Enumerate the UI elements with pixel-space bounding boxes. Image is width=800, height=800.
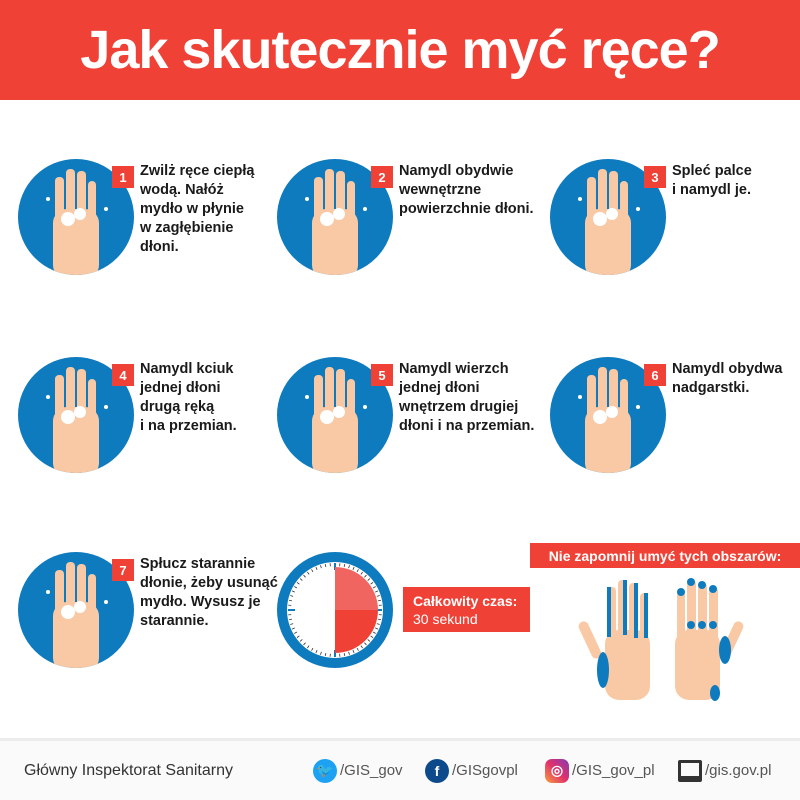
timer-tick (291, 627, 295, 630)
timer-tick (372, 586, 376, 589)
timer-tick (296, 582, 300, 585)
timer-tick (372, 631, 376, 634)
step-instruction: Namydl wierzch jednej dłoni wnętrzem dru… (399, 361, 535, 434)
timer-tick (364, 574, 367, 578)
timer-tick (291, 590, 295, 593)
step-number-badge: 2 (371, 166, 393, 188)
header-banner: Jak skutecznie myć ręce? (0, 0, 800, 100)
timer-tick (377, 618, 382, 621)
timer-tick (311, 647, 314, 651)
twitter-icon: 🐦 (313, 758, 337, 783)
facebook-link[interactable]: f/GISgovpl (425, 758, 518, 783)
timer-tick (370, 582, 374, 585)
step-instruction: Namydl obydwa nadgarstki. (672, 361, 783, 396)
step-number-badge: 6 (644, 364, 666, 386)
step-instruction: Zwilż ręce ciepłą wodą. Nałóż mydło w pł… (140, 163, 255, 255)
timer-tick (352, 566, 355, 570)
footer: Główny Inspektorat Sanitarny 🐦/GIS_gov f… (0, 738, 800, 800)
timer-tick (290, 623, 294, 625)
timer-tick (343, 563, 346, 568)
timer-tick (299, 578, 303, 581)
timer-tick (367, 578, 371, 581)
timer-tick (320, 651, 322, 655)
monitor-icon (678, 759, 702, 782)
website-label: /gis.gov.pl (705, 762, 772, 779)
step-number-badge: 4 (112, 364, 134, 386)
reminder-banner: Nie zapomnij umyć tych obszarów: (530, 543, 800, 568)
step-instruction: Namydl obydwie wewnętrzne powierzchnie d… (399, 163, 534, 217)
step-number-badge: 7 (112, 559, 134, 581)
step-number-badge: 3 (644, 166, 666, 188)
timer-tick (352, 650, 355, 654)
twitter-link[interactable]: 🐦/GIS_gov (313, 758, 403, 783)
timer-tick (315, 650, 318, 654)
instagram-label: /GIS_gov_pl (572, 762, 655, 779)
timer-tick (294, 631, 298, 634)
total-time-box: Całkowity czas: 30 sekund (403, 587, 530, 632)
step-instruction: Spleć palce i namydl je. (672, 163, 752, 198)
step-number-badge: 5 (371, 364, 393, 386)
timer-tick (294, 586, 298, 589)
step-number-badge: 1 (112, 166, 134, 188)
timer-elapsed-top (335, 567, 378, 610)
timer-tick (288, 618, 293, 621)
timer-tick (288, 599, 293, 602)
facebook-icon: f (425, 758, 449, 783)
website-link[interactable]: /gis.gov.pl (678, 759, 772, 782)
hands-areas-illustration (578, 578, 744, 701)
timer-tick (324, 563, 327, 568)
step-illustration (18, 552, 134, 668)
timer-tick (356, 569, 359, 573)
timer-tick (348, 651, 350, 655)
timer-tick (324, 652, 327, 657)
timer-tick (376, 595, 380, 597)
timer-tick (367, 639, 371, 642)
timer-tick (296, 635, 300, 638)
step-instruction: Namydl kciuk jednej dłoni drugą ręką i n… (140, 361, 237, 434)
timer-tick (356, 647, 359, 651)
timer-tick (320, 565, 322, 569)
timer-tick (303, 574, 306, 578)
total-time-label: Całkowity czas: (413, 593, 518, 609)
timer-tick (307, 571, 310, 575)
instagram-link[interactable]: ◎/GIS_gov_pl (545, 758, 655, 783)
facebook-label: /GISgovpl (452, 762, 518, 779)
instagram-icon: ◎ (545, 758, 569, 783)
timer-tick (360, 571, 363, 575)
timer-tick (364, 642, 367, 646)
total-time-value: 30 sekund (413, 611, 478, 627)
timer-tick (370, 635, 374, 638)
timer-tick (377, 599, 382, 602)
timer-tick (360, 645, 363, 649)
timer-tick (307, 645, 310, 649)
timer-tick (348, 565, 350, 569)
timer-tick (376, 623, 380, 625)
timer-tick (311, 569, 314, 573)
timer-tick (375, 627, 379, 630)
timer-clock-icon (277, 552, 393, 668)
step-instruction: Spłucz starannie dłonie, żeby usunąć myd… (140, 556, 278, 629)
timer-tick (303, 642, 306, 646)
twitter-label: /GIS_gov (340, 762, 403, 779)
timer-tick (343, 652, 346, 657)
timer-tick (315, 566, 318, 570)
timer-elapsed-bottom (335, 610, 378, 653)
timer-tick (290, 595, 294, 597)
organization-name: Główny Inspektorat Sanitarny (24, 761, 233, 779)
timer-tick (375, 590, 379, 593)
page-title: Jak skutecznie myć ręce? (80, 20, 720, 80)
timer-tick (299, 639, 303, 642)
